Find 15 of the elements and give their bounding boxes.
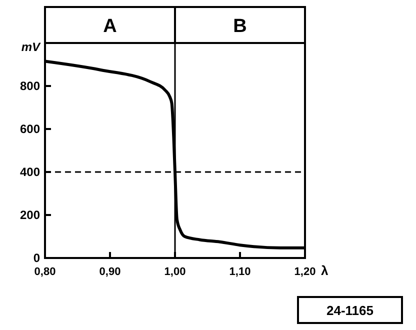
y-tick-label: 600 — [20, 122, 40, 136]
x-tick-label: 1,20 — [294, 266, 316, 278]
x-tick-label: 1,00 — [164, 266, 186, 278]
y-tick-label: 200 — [20, 208, 40, 222]
x-tick-label: 0,90 — [99, 266, 121, 278]
text: A — [103, 16, 118, 37]
x-tick-label: 1,10 — [229, 266, 251, 278]
y-tick-label: 0 — [33, 251, 40, 265]
x-axis-title: λ — [321, 263, 329, 278]
y-tick-label: 400 — [20, 165, 40, 179]
y-tick-label: 800 — [20, 79, 40, 93]
text: B — [233, 16, 247, 37]
x-tick-label: 0,80 — [34, 266, 56, 278]
text: 24-1165 — [326, 303, 374, 318]
y-axis-title: mV — [21, 40, 41, 54]
